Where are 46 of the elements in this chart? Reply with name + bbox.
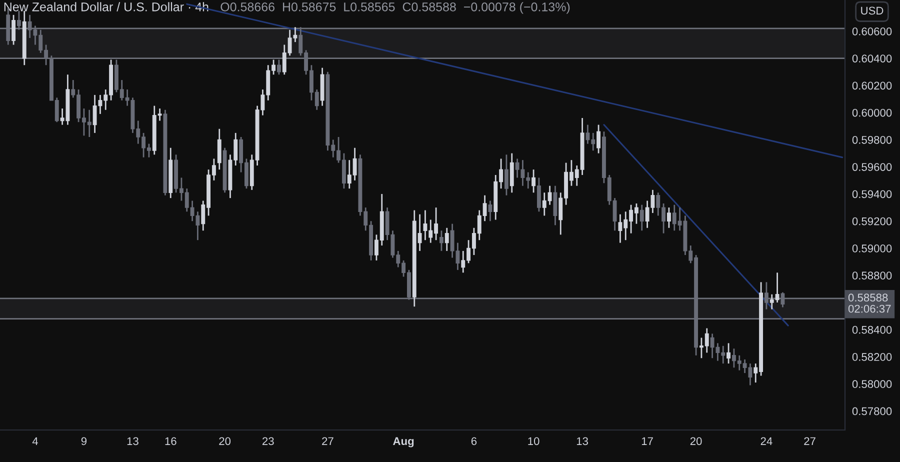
candlestick: [12, 14, 16, 46]
candlestick: [726, 342, 731, 364]
y-tick-label: 0.59600: [852, 163, 892, 171]
x-tick-label: 24: [760, 437, 772, 445]
y-tick-label: 0.58400: [852, 326, 892, 334]
x-tick-label: 10: [528, 437, 540, 446]
y-tick-label: 0.59400: [852, 190, 892, 198]
y-tick-label: 0.59800: [852, 136, 892, 144]
x-tick-label: 9: [81, 437, 87, 446]
y-tick-label: 0.60200: [852, 82, 892, 90]
candlestick: [536, 177, 541, 212]
candlestick: [666, 206, 671, 229]
y-tick-label: 0.59200: [852, 217, 892, 226]
y-tick-label: 0.60400: [852, 54, 892, 62]
y-tick-label: 0.57800: [852, 407, 892, 416]
x-tick-label: 20: [690, 437, 702, 446]
candlestick: [510, 152, 514, 194]
x-tick-label: 13: [576, 437, 588, 446]
y-tick-label: 0.58800: [852, 272, 892, 280]
y-tick-label: 0.60000: [852, 108, 892, 117]
x-tick-label: 20: [219, 437, 231, 446]
x-tick-label: 13: [127, 437, 138, 446]
candlestick: [444, 227, 449, 252]
y-tick-label: 0.58000: [852, 380, 892, 388]
x-tick-label: 6: [471, 437, 477, 446]
x-tick-label: 16: [165, 437, 176, 446]
y-tick-label: 0.59000: [852, 244, 892, 252]
candlestick: [640, 204, 644, 232]
y-tick-label: 0.58200: [852, 353, 892, 361]
candlestick: [488, 200, 492, 222]
x-tick-label: 27: [322, 437, 334, 445]
candlestick: [553, 185, 558, 226]
x-tick-label: 17: [642, 437, 653, 445]
y-tick-label: 0.60600: [852, 27, 892, 36]
text: 0.58588 02:06:37: [848, 294, 891, 313]
candlestick: [439, 230, 444, 252]
x-tick-label: Aug: [393, 437, 414, 448]
y-axis-title: USD: [861, 6, 884, 15]
candlestick: [596, 124, 601, 154]
chart-subtitle: O0.58666 H0.58675 L0.58565 C0.58588 −0.00078 (−0.13%): [220, 2, 570, 14]
candlestick: [504, 154, 508, 196]
x-tick-label: 27: [804, 437, 816, 445]
candlestick: [532, 168, 536, 194]
candlestick: [217, 128, 222, 170]
x-tick-label: 4: [32, 437, 38, 445]
x-tick-label: 23: [262, 437, 274, 446]
